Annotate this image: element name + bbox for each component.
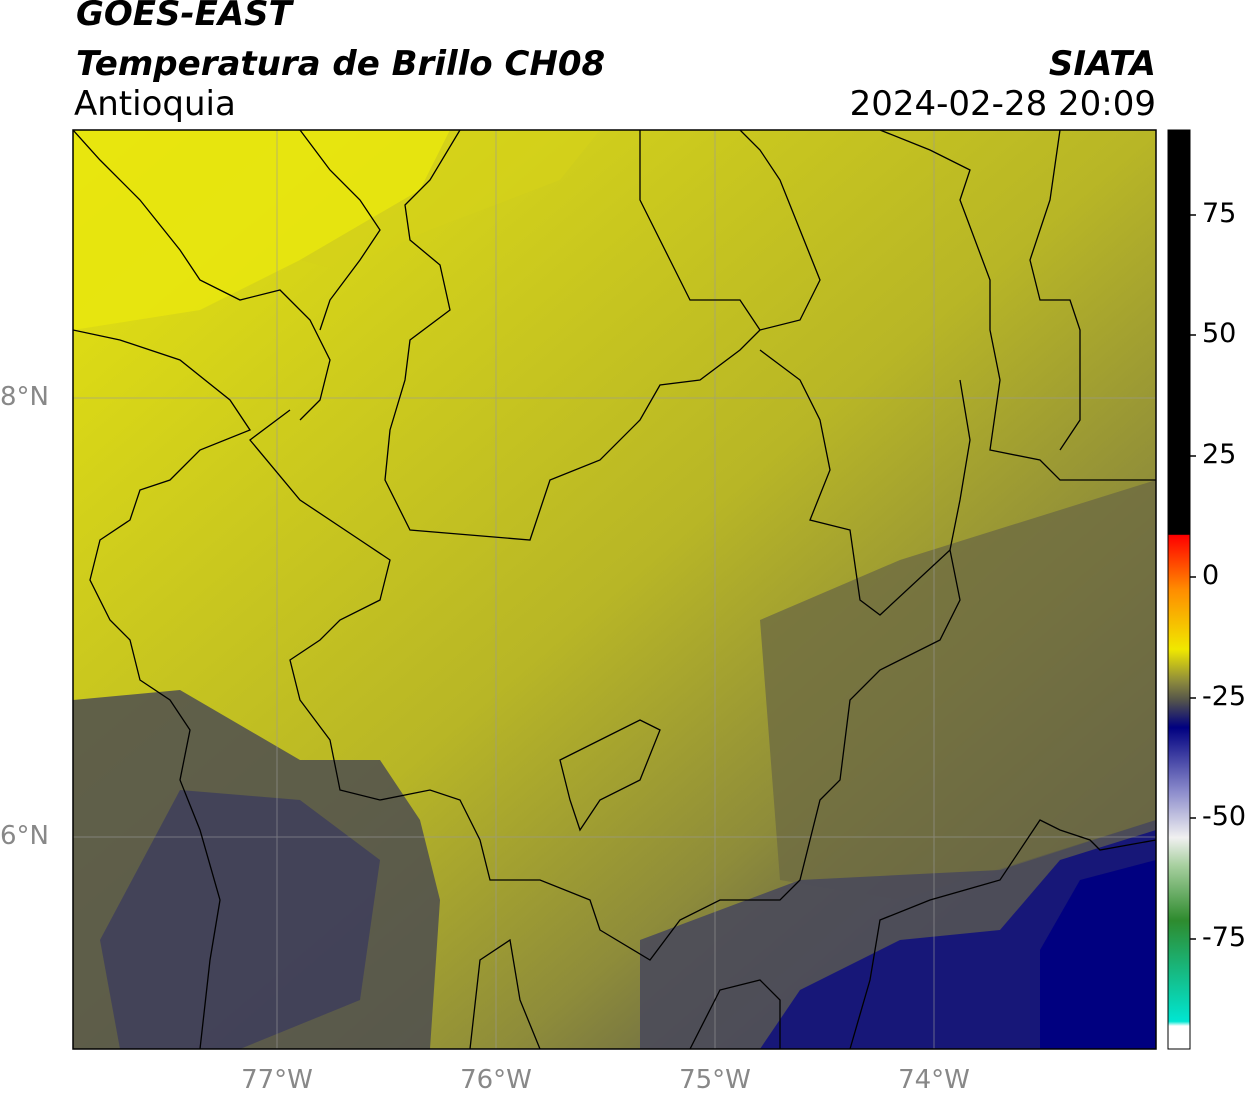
lon-label-76w: 76°W: [460, 1065, 532, 1095]
warm-zone-northwest: [73, 130, 450, 330]
lat-label-8n: 8°N: [0, 382, 49, 412]
satellite-title: GOES-EAST: [76, 0, 292, 34]
colorbar-label: -25: [1202, 681, 1247, 712]
region-label: Antioquia: [74, 84, 236, 124]
lat-label-6n: 6°N: [0, 821, 49, 851]
colorbar-tick-marks: [1190, 214, 1196, 940]
map-frame: [72, 129, 1157, 1050]
deep-cold-core: [1040, 860, 1156, 1049]
colorbar-label: -75: [1202, 922, 1247, 953]
warm-zone-north: [300, 130, 600, 270]
colorbar-label: 25: [1202, 439, 1237, 470]
product-title: Temperatura de Brillo CH08: [76, 44, 606, 84]
colorbar-label: -50: [1202, 801, 1247, 832]
lon-label-77w: 77°W: [241, 1065, 313, 1095]
colorbar-label: 0: [1202, 560, 1220, 591]
lon-label-74w: 74°W: [898, 1065, 970, 1095]
datetime-label: 2024-02-28 20:09: [849, 84, 1156, 124]
cold-zone-southwest-core: [100, 790, 380, 1049]
gridlines: [73, 130, 1156, 1049]
colorbar-label: 50: [1202, 318, 1237, 349]
lon-label-75w: 75°W: [679, 1065, 751, 1095]
colorbar-label: 75: [1202, 198, 1237, 229]
colorbar: [1167, 129, 1191, 1050]
brand-label: SIATA: [1048, 44, 1156, 84]
administrative-boundaries: [73, 130, 1156, 1049]
cool-zone-east: [760, 480, 1156, 900]
